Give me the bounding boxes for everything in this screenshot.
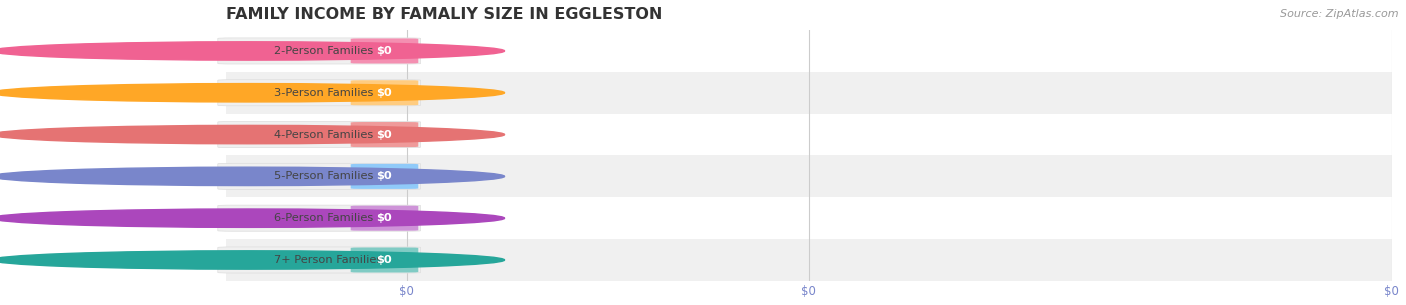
Text: 2-Person Families: 2-Person Families xyxy=(274,46,373,56)
FancyBboxPatch shape xyxy=(218,163,420,189)
Text: 5-Person Families: 5-Person Families xyxy=(274,171,373,181)
Circle shape xyxy=(0,209,505,228)
Bar xyxy=(226,72,1392,114)
FancyBboxPatch shape xyxy=(218,38,420,64)
Circle shape xyxy=(0,125,505,144)
Circle shape xyxy=(0,167,505,185)
FancyBboxPatch shape xyxy=(218,205,420,231)
FancyBboxPatch shape xyxy=(350,80,419,105)
Circle shape xyxy=(0,84,505,102)
Text: 3-Person Families: 3-Person Families xyxy=(274,88,373,98)
Text: $0: $0 xyxy=(377,213,392,223)
Text: Source: ZipAtlas.com: Source: ZipAtlas.com xyxy=(1281,9,1399,19)
FancyBboxPatch shape xyxy=(350,206,419,231)
Text: $0: $0 xyxy=(377,130,392,140)
Text: 4-Person Families: 4-Person Families xyxy=(274,130,373,140)
FancyBboxPatch shape xyxy=(218,80,420,106)
Text: $0: $0 xyxy=(377,88,392,98)
Bar xyxy=(226,114,1392,156)
FancyBboxPatch shape xyxy=(350,247,419,273)
Text: $0: $0 xyxy=(377,255,392,265)
FancyBboxPatch shape xyxy=(350,122,419,147)
Text: 7+ Person Families: 7+ Person Families xyxy=(274,255,382,265)
Text: $0: $0 xyxy=(377,46,392,56)
FancyBboxPatch shape xyxy=(218,247,420,273)
Circle shape xyxy=(0,251,505,269)
Text: 6-Person Families: 6-Person Families xyxy=(274,213,373,223)
FancyBboxPatch shape xyxy=(350,38,419,63)
Bar xyxy=(226,197,1392,239)
FancyBboxPatch shape xyxy=(218,121,420,148)
Bar xyxy=(226,156,1392,197)
Bar xyxy=(226,239,1392,281)
Circle shape xyxy=(0,42,505,60)
FancyBboxPatch shape xyxy=(350,164,419,189)
Text: FAMILY INCOME BY FAMALIY SIZE IN EGGLESTON: FAMILY INCOME BY FAMALIY SIZE IN EGGLEST… xyxy=(226,7,662,22)
Bar xyxy=(226,30,1392,72)
Text: $0: $0 xyxy=(377,171,392,181)
